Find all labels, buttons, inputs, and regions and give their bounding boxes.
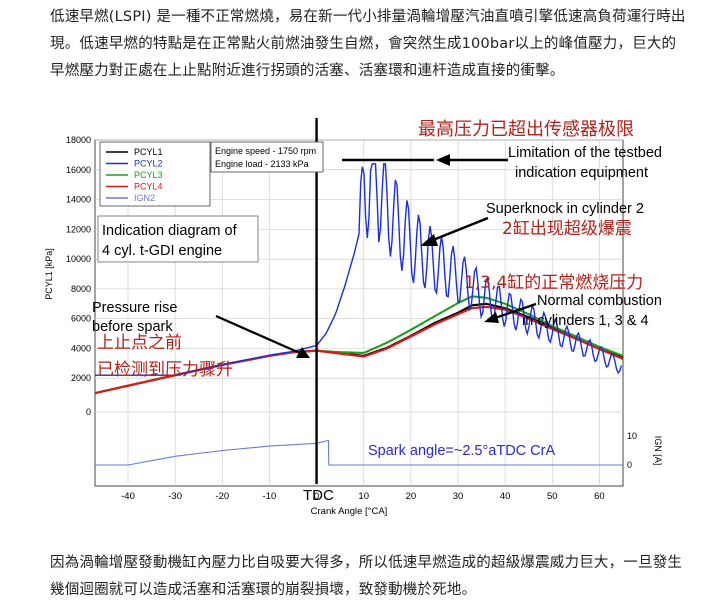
series-pcyl2	[95, 163, 623, 376]
pressure-en-line-1: Pressure rise	[92, 300, 177, 316]
x-tick-label: 20	[406, 491, 417, 502]
x-tick-label: 60	[594, 491, 605, 502]
y-tick-label: 0	[86, 407, 91, 417]
x-tick-label: 40	[500, 491, 511, 502]
limit-en-line-2: indication equipment	[515, 165, 648, 181]
tdc-label: TDC	[303, 487, 334, 504]
normal-arrow	[491, 302, 537, 321]
normal-en-line-2: in cylinders 1, 3 & 4	[522, 313, 649, 329]
normal-cn-label: 1,3,4缸的正常燃烧压力	[464, 272, 643, 293]
grid-lines	[95, 139, 623, 486]
pressure-cn-line-2: 已检测到压力骤升	[97, 360, 233, 380]
y-tick-label: 16000	[66, 165, 91, 175]
y2-tick-label: 0	[627, 460, 632, 470]
y-tick-label: 8000	[71, 284, 91, 294]
y2-axis-label: IGN [A]	[653, 436, 663, 466]
pressure-arrowhead	[296, 347, 310, 358]
x-tick-label: 50	[547, 491, 558, 502]
pressure-en-line-2: before spark	[92, 319, 173, 335]
indication-diagram-figure: 2000 4000 6000 8000 10000 12000 14000 16000 1800…	[40, 118, 700, 540]
superknock-arrowhead	[420, 234, 438, 246]
title-box: Indication diagram of 4 cyl. t-GDI engin…	[97, 215, 259, 263]
intro-paragraph: 低速早燃(LSPI) 是一種不正常燃燒，易在新一代小排量渦輪增壓汽油直噴引擎低速…	[50, 9, 686, 79]
superknock-cn-label: 2缸出现超级爆震	[502, 218, 632, 239]
limit-en-line-1: Limitation of the testbed	[508, 145, 662, 161]
normal-en-line-1: Normal combustion	[537, 293, 662, 309]
limitation-arrowhead	[436, 154, 450, 166]
x-tick-label: -10	[263, 491, 277, 502]
y-tick-label: 6000	[71, 314, 91, 324]
y-tick-label: 4000	[71, 343, 91, 353]
x-tick-label: -20	[215, 491, 229, 502]
y-tick-label: 2000	[71, 373, 91, 383]
x-tick-label: -30	[168, 491, 182, 502]
pressure-chart: 2000400060008000100001200014000160001800…	[44, 118, 663, 517]
title-box-line-2: 4 cyl. t-GDI engine	[102, 243, 222, 259]
engine-load-text: Engine load - 2133 kPa	[215, 159, 309, 169]
normal-arrowhead	[484, 312, 499, 323]
y2-tick-label: 10	[627, 431, 637, 441]
title-box-line-1: Indication diagram of	[102, 223, 238, 239]
y-axis-label: PCYL1 [kPa]	[44, 248, 54, 300]
x-tick-label: 10	[358, 491, 369, 502]
y-tick-label: 12000	[66, 224, 91, 234]
legend-label: IGN2	[134, 193, 155, 203]
y-tick-label: 18000	[66, 135, 91, 145]
legend-label: PCYL1	[134, 147, 163, 157]
pressure-cn-line-1: 上止点之前	[97, 333, 182, 353]
limit-cn-label: 最高压力已超出传感器极限	[418, 119, 634, 140]
legend-label: PCYL3	[134, 170, 163, 180]
superknock-en-label: Superknock in cylinder 2	[486, 201, 644, 217]
y-tick-label: 14000	[66, 195, 91, 205]
conclusion-paragraph: 因為渦輪增壓發動機缸內壓力比自吸要大得多，所以低速早燃造成的超級爆震威力巨大，一…	[50, 555, 683, 598]
series-layer	[94, 163, 624, 466]
legend-label: PCYL4	[134, 182, 163, 192]
series-ign2	[95, 439, 623, 466]
x-tick-label: 0	[314, 491, 319, 502]
x-tick-label: -40	[121, 491, 135, 502]
x-axis-label: Crank Angle [°CA]	[311, 506, 388, 517]
y-tick-label: 10000	[66, 254, 91, 264]
engine-speed-text: Engine speed - 1750 rpm	[215, 146, 316, 156]
engine-info-box: Engine speed - 1750 rpm Engine load - 21…	[210, 141, 324, 173]
axes: 2000400060008000100001200014000160001800…	[44, 135, 663, 517]
x-tick-label: 30	[453, 491, 464, 502]
pressure-arrow	[215, 314, 303, 356]
spark-angle-label: Spark angle=~2.5°aTDC CrA	[368, 443, 555, 459]
superknock-arrow	[427, 216, 489, 244]
legend-label: PCYL2	[134, 159, 163, 169]
